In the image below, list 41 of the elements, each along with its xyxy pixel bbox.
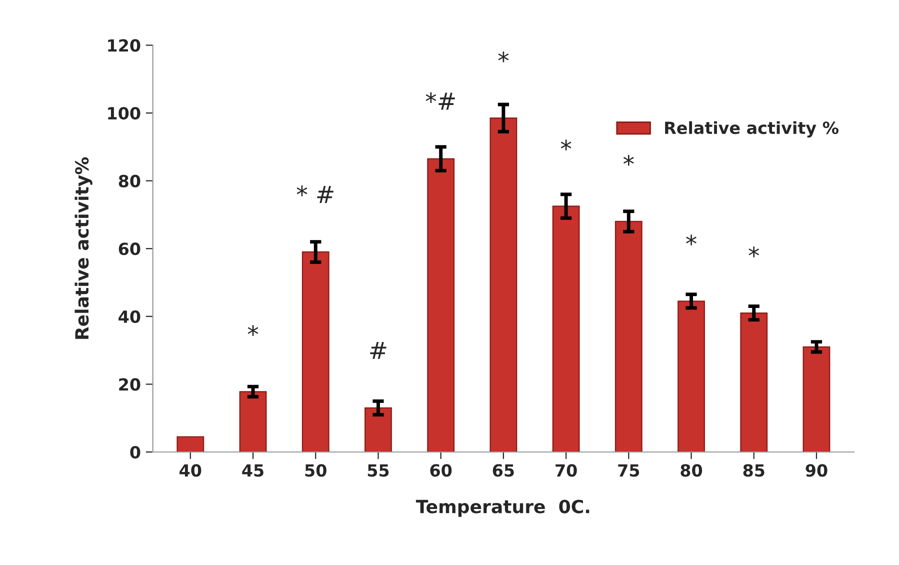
- x-tick-label: 50: [305, 464, 326, 477]
- bar: [176, 436, 204, 452]
- x-tick-label: 80: [680, 464, 702, 477]
- y-tick-label: 80: [118, 174, 140, 188]
- annotation: *: [560, 140, 572, 150]
- bar: [552, 206, 580, 452]
- y-tick-label: 100: [108, 106, 140, 120]
- bar: [364, 407, 392, 452]
- annotation: *: [498, 52, 509, 62]
- x-tick-label: 90: [806, 464, 828, 477]
- bar: [614, 220, 642, 452]
- x-tick-label: 70: [556, 464, 577, 477]
- x-tick-label: 60: [430, 464, 452, 477]
- annotation: *: [748, 246, 760, 258]
- x-tick-label: 85: [743, 464, 764, 477]
- x-tick-label: 40: [180, 464, 202, 477]
- x-tick-label: 55: [368, 464, 389, 477]
- bar: [239, 391, 267, 452]
- y-tick-label: 0: [130, 446, 140, 459]
- annotation: *#: [426, 92, 455, 110]
- bar: [302, 251, 330, 452]
- bar: [427, 158, 455, 452]
- annotation: *: [623, 154, 634, 166]
- x-tick-label: 65: [492, 464, 514, 477]
- annotation: *: [686, 234, 696, 246]
- annotation: *: [248, 325, 258, 336]
- bar: [678, 300, 705, 452]
- y-tick-label: 40: [118, 310, 140, 323]
- y-tick-label: 120: [108, 39, 140, 52]
- annotation: * #: [296, 185, 334, 203]
- annotation: #: [370, 342, 386, 359]
- y-tick-label: 60: [118, 242, 140, 256]
- x-axis-title: Temperature 0C.: [416, 500, 590, 517]
- legend-label: Relative activity %: [665, 121, 839, 138]
- x-tick-label: 75: [618, 464, 640, 477]
- x-tick-label: 45: [242, 464, 264, 477]
- bar: [740, 312, 768, 452]
- bar: [802, 346, 830, 452]
- y-tick-label: 20: [119, 378, 140, 391]
- bar: [490, 118, 518, 452]
- y-axis-title: Relative activity%: [74, 157, 92, 339]
